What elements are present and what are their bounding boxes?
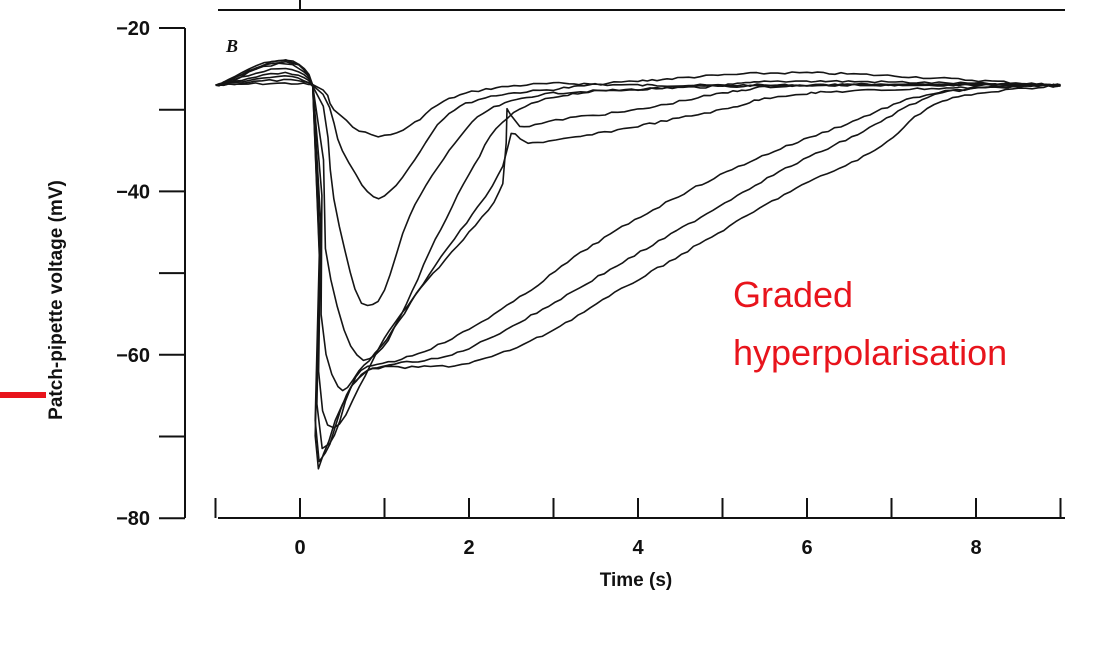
x-tick-label: 0 (294, 537, 305, 559)
x-axis-ticks: 0 2 4 6 8 (214, 498, 1062, 559)
trace-line-8 (215, 59, 1061, 463)
annotation: Graded hyperpolarisation (733, 274, 1007, 373)
trace-line-9 (215, 59, 1061, 470)
trace-line-4 (215, 71, 1061, 362)
annotation-line-2: hyperpolarisation (733, 332, 1007, 373)
y-tick-label: −60 (116, 345, 150, 367)
x-tick-label: 4 (632, 537, 644, 559)
trace-line-5 (215, 67, 1061, 392)
x-axis-label: Time (s) (600, 570, 673, 591)
y-tick-label: −20 (116, 18, 150, 40)
panel-label: B (225, 36, 238, 56)
x-tick-label: 2 (463, 537, 474, 559)
trace-series (215, 59, 1061, 470)
trace-line-3 (215, 75, 1061, 307)
y-axis-label: Patch-pipette voltage (mV) (46, 180, 67, 420)
annotation-line-1: Graded (733, 274, 853, 315)
trace-line-2 (215, 71, 1061, 200)
y-axis-ticks: −20 −40 −60 −80 (116, 18, 185, 530)
y-tick-label: −80 (116, 508, 150, 530)
y-tick-label: −40 (116, 181, 150, 203)
x-tick-label: 8 (970, 537, 981, 559)
x-tick-label: 6 (801, 537, 812, 559)
trace-line-6 (215, 62, 1061, 429)
